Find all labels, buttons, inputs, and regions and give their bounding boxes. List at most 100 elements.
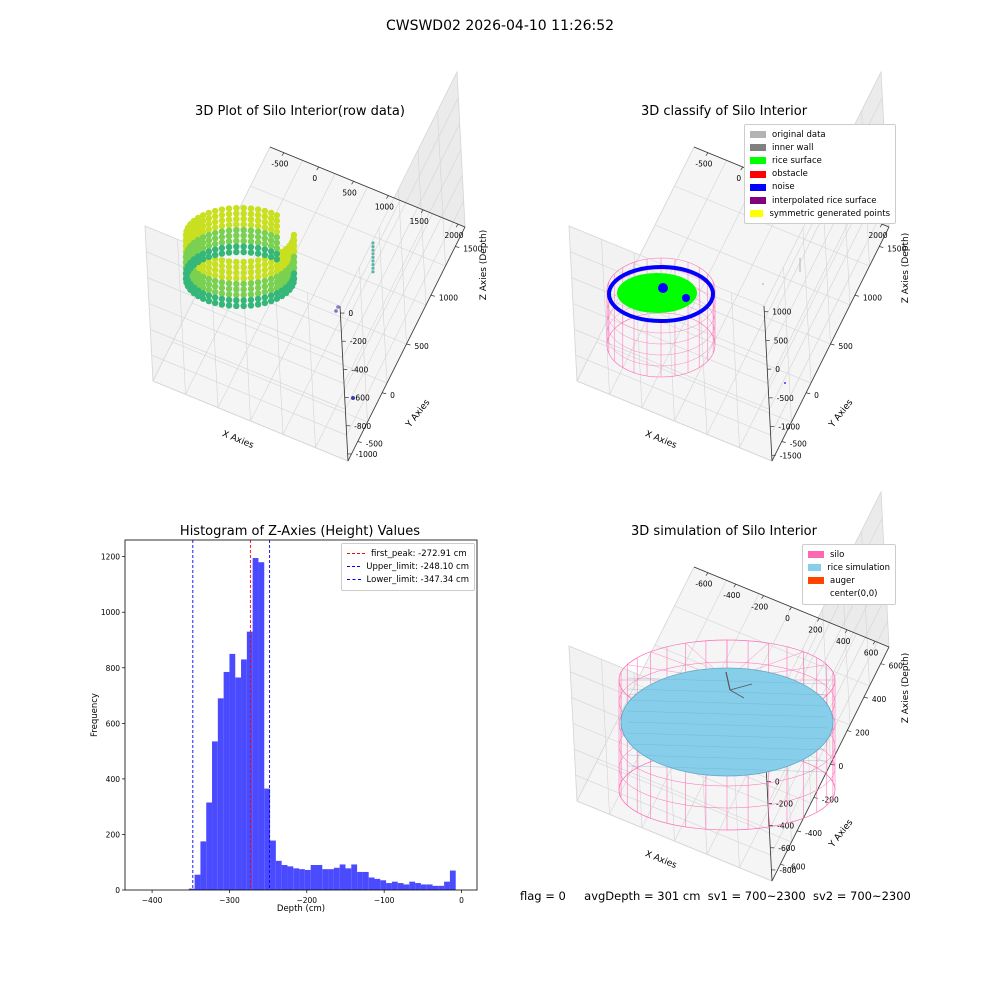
histogram-bar xyxy=(415,883,421,890)
plot1-ring-point xyxy=(247,291,255,298)
plot1-ring-point xyxy=(205,209,213,217)
plot4-auger-arm xyxy=(729,689,745,699)
histogram-x-tick-label: −300 xyxy=(219,896,240,905)
plot2-y-axis-label: Y Axies xyxy=(827,398,856,431)
status-sv2: sv2 = 700~2300 xyxy=(812,889,911,903)
plot1-ring-point xyxy=(199,295,207,302)
plot1-y-tick-label: -500 xyxy=(366,440,383,449)
plot1-ring-point xyxy=(247,205,255,212)
plot1-ring-point xyxy=(273,295,281,302)
histogram-x-axis-label: Depth (cm) xyxy=(277,904,325,914)
plot1-ring-point xyxy=(254,228,262,235)
plot1-ring-point xyxy=(240,215,247,223)
histogram-title: Histogram of Z-Axies (Height) Values xyxy=(179,524,421,539)
plot2-y-tick xyxy=(854,294,859,297)
plot1-ring-point xyxy=(218,301,226,308)
plot1-ring-point xyxy=(205,215,213,222)
plot1-ring-point xyxy=(211,266,219,274)
plot4-z-tick-label: -600 xyxy=(778,844,795,853)
plot1-x-tick xyxy=(455,223,459,228)
plot1-ring-point xyxy=(225,258,233,265)
histogram-bar xyxy=(391,881,398,890)
plot2-y-tick xyxy=(806,392,811,395)
histogram-frame xyxy=(124,539,478,891)
swatch-rice-surface xyxy=(750,157,766,165)
plot1-ring-point xyxy=(199,250,207,257)
legend-label: rice simulation xyxy=(827,562,890,573)
plot1-ring-point xyxy=(211,235,219,242)
plot1-ring-point xyxy=(267,275,275,283)
plot2-rice-surface xyxy=(649,290,685,310)
plot4-rice-mesh-line xyxy=(626,754,828,762)
plot1-ring-point xyxy=(233,204,240,212)
plot1-ring-point xyxy=(225,285,233,293)
plot2-y-tick xyxy=(830,343,835,346)
histogram-bar xyxy=(362,871,369,890)
plot4-x-tick-label: 400 xyxy=(836,637,851,646)
plot1-ring-point xyxy=(273,279,281,286)
histogram-bar xyxy=(200,841,207,890)
histogram-bar xyxy=(252,558,259,890)
plot1-ring-point xyxy=(240,226,247,234)
plot2-y-tick-label: 1000 xyxy=(863,293,882,302)
plot1-ring-point xyxy=(240,297,247,304)
plot1-ring-point xyxy=(247,269,255,276)
plot1-ring-point xyxy=(247,263,255,271)
plot1-ring-point xyxy=(194,214,202,222)
plot2-y-tick-label: 500 xyxy=(839,342,854,351)
swatch-original-data xyxy=(750,131,766,139)
plot1-ring-point xyxy=(247,296,255,304)
plot1-ring-point xyxy=(273,268,281,275)
plot4-rice-mesh-line xyxy=(626,710,828,718)
legend-item-rice-surface: rice surface xyxy=(750,154,890,167)
plot1-ring-point xyxy=(225,274,233,282)
plot1-ring-point xyxy=(247,249,255,256)
histogram-bar xyxy=(420,884,427,890)
plot4-x-tick-label: 200 xyxy=(808,625,823,634)
plot1-ring-point xyxy=(211,251,219,259)
plot1-ring-point xyxy=(233,237,240,245)
histogram-bar xyxy=(299,869,305,890)
histogram-bar xyxy=(426,884,433,890)
plot1-z-tick-label: -1000 xyxy=(356,450,378,459)
plot4-x-tick xyxy=(817,618,820,622)
plot4-rice-mesh-line xyxy=(626,765,828,773)
legend-item-lower-limit: Lower_limit: -347.34 cm xyxy=(347,573,469,586)
plot2-z-tick-label: -1500 xyxy=(780,451,802,460)
legend-label: obstacle xyxy=(772,169,808,180)
plot1-ring-point xyxy=(267,253,275,261)
histogram-bar xyxy=(351,864,358,890)
histogram-y-axis-label: Frequency xyxy=(90,693,100,737)
plot1-z-tick-label: -800 xyxy=(354,422,371,431)
swatch-auger xyxy=(808,577,824,585)
plot1-ring-point xyxy=(240,280,247,288)
histogram-bar xyxy=(304,870,311,890)
plot1-ring-point xyxy=(225,227,233,234)
plot4-x-tick-label: 600 xyxy=(864,648,879,657)
histogram-bar xyxy=(217,698,224,890)
plot4-y-tick xyxy=(847,730,852,732)
plot1-x-tick xyxy=(281,152,285,156)
plot4-auger-arm xyxy=(729,683,753,691)
plot1-z-tick-label: -400 xyxy=(351,365,368,374)
histogram-y-tick-label: 0 xyxy=(115,886,120,895)
histogram-bar xyxy=(386,883,392,890)
plot1-ring-point xyxy=(261,213,269,220)
plot1-ring-point xyxy=(267,220,275,228)
plot1-ring-point xyxy=(240,248,247,256)
plot1-line-point xyxy=(371,255,375,259)
plot1-ring-point xyxy=(194,236,202,244)
plot1-ring-point xyxy=(254,233,262,241)
plot1-ring-point xyxy=(211,283,219,290)
plot4-x-tick-label: 0 xyxy=(785,614,790,623)
histogram-bar xyxy=(380,880,387,890)
plot1-ring-point xyxy=(199,245,207,252)
swatch-symmetric xyxy=(750,210,764,218)
plot1-ring-point xyxy=(254,222,262,230)
plot1-ring-point xyxy=(273,245,281,252)
plot1-ring-point xyxy=(233,269,240,277)
plot4-x-tick xyxy=(733,583,737,588)
plot1-ring-point xyxy=(199,228,207,235)
plot1-ring-point xyxy=(254,301,262,308)
histogram-bar xyxy=(438,885,445,890)
